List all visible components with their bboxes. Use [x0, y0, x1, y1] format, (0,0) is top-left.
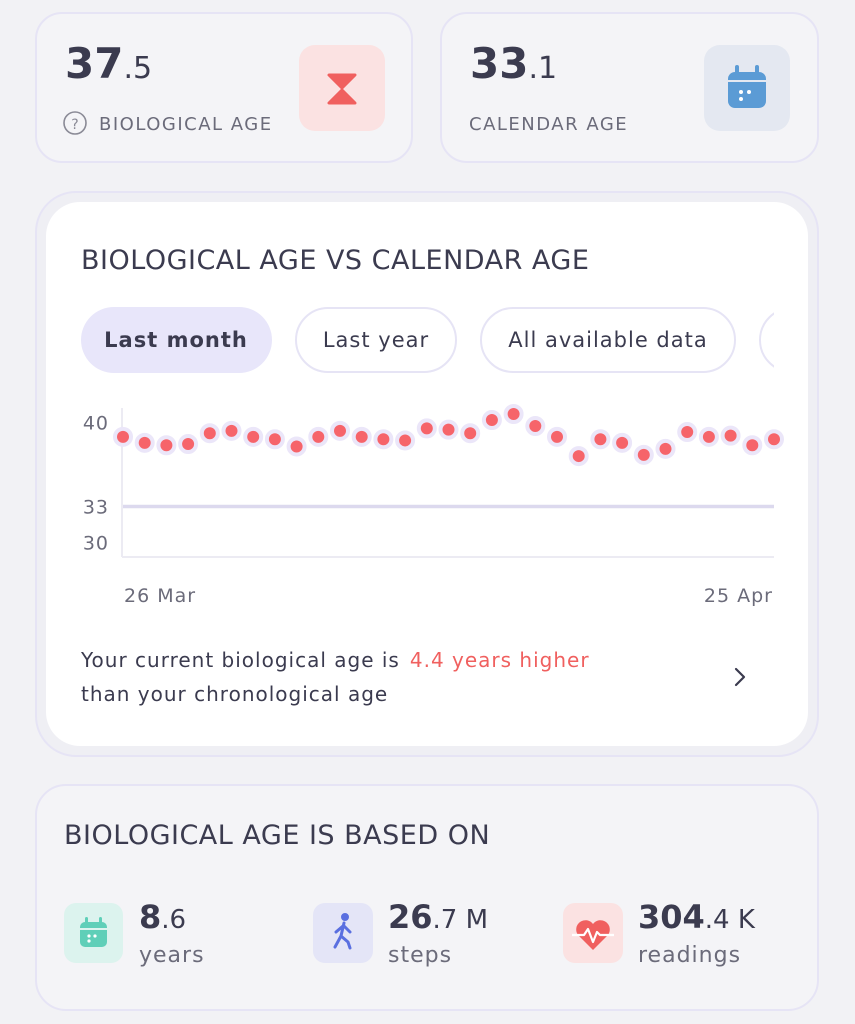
- data-point: [764, 429, 784, 450]
- data-point: [134, 432, 155, 453]
- data-point: [677, 422, 698, 443]
- value-int: 33: [470, 39, 528, 88]
- help-mark: ?: [71, 117, 78, 133]
- section-title: BIOLOGICAL AGE IS BASED ON: [64, 820, 490, 851]
- value-decimal: .1: [528, 51, 557, 86]
- tab-label: All available data: [508, 328, 707, 352]
- value: 33.1: [470, 39, 557, 88]
- data-point: [264, 429, 285, 450]
- value-int: 26: [388, 898, 433, 936]
- data-point: [568, 446, 589, 467]
- summary-highlight: 4.4 years higher: [410, 648, 590, 672]
- data-point: [199, 423, 220, 444]
- value-int: 37: [65, 39, 123, 88]
- data-point: [330, 420, 350, 441]
- y-tick-label: 33: [83, 497, 109, 519]
- data-point: [286, 436, 307, 457]
- data-point: [742, 435, 763, 456]
- unit: readings: [638, 943, 741, 968]
- summary-text: than your chronological age: [81, 682, 388, 706]
- tab-label: Last month: [104, 328, 248, 352]
- data-point: [503, 404, 524, 425]
- data-point: [438, 419, 459, 440]
- label: CALENDAR AGE: [469, 114, 628, 135]
- value: 26.7 M: [388, 898, 488, 936]
- data-point: [633, 444, 654, 465]
- value-int: 8: [139, 898, 161, 936]
- calendar-icon: [728, 65, 766, 108]
- chart: 30 33 40 26 Mar 25 Apr: [83, 404, 784, 607]
- help-icon[interactable]: [63, 111, 87, 135]
- x-tick-label: 26 Mar: [124, 585, 196, 607]
- data-point: [113, 426, 133, 447]
- data-point: [698, 426, 719, 447]
- heart-icon: [572, 920, 614, 950]
- summary: Your current biological age is 4.4 years …: [80, 648, 590, 672]
- tab-label: Last year: [323, 328, 429, 352]
- data-point: [590, 429, 611, 450]
- chevron[interactable]: [734, 667, 746, 687]
- value-decimal: .4 K: [705, 905, 756, 935]
- data-point: [655, 438, 676, 459]
- data-point: [243, 426, 264, 447]
- tab[interactable]: [480, 307, 736, 373]
- y-tick-label: 30: [83, 533, 109, 555]
- value-decimal: .6: [161, 905, 186, 935]
- data-point: [720, 425, 741, 446]
- x-tick-label: 25 Apr: [704, 585, 773, 607]
- value-decimal: .7 M: [433, 905, 489, 935]
- section-title: BIOLOGICAL AGE VS CALENDAR AGE: [81, 245, 589, 276]
- hourglass-icon: [327, 73, 357, 105]
- y-tick-label: 40: [83, 412, 109, 434]
- data-point: [395, 430, 416, 451]
- data-point: [178, 434, 199, 455]
- value: 304.4 K: [638, 898, 756, 936]
- tab[interactable]: [295, 307, 457, 373]
- data-point: [221, 420, 242, 441]
- data-point: [460, 423, 481, 444]
- data-point: [525, 416, 546, 437]
- walk-icon: [333, 913, 352, 950]
- label: BIOLOGICAL AGE: [99, 114, 273, 135]
- data-point: [416, 418, 437, 439]
- data-point: [547, 426, 567, 447]
- summary-text: Your current biological age is: [80, 648, 400, 672]
- value-int: 304: [638, 898, 705, 936]
- data-point: [373, 429, 394, 450]
- tab-active[interactable]: [81, 307, 272, 373]
- data-point: [308, 426, 329, 447]
- unit: steps: [388, 943, 452, 968]
- data-point: [351, 426, 372, 447]
- data-point: [481, 410, 502, 431]
- unit: years: [139, 943, 205, 968]
- data-point: [612, 432, 633, 453]
- calendar-icon: [80, 917, 107, 947]
- data-point: [156, 435, 177, 456]
- tab[interactable]: [759, 308, 855, 372]
- value-decimal: .5: [123, 51, 152, 86]
- value: 8.6: [139, 898, 186, 936]
- value: 37.5: [65, 39, 152, 88]
